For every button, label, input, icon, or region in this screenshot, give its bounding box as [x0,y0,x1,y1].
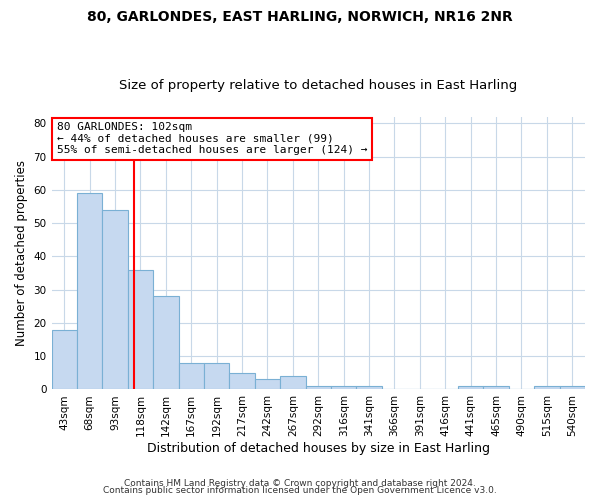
Bar [560,386,585,390]
Text: 80 GARLONDES: 102sqm
← 44% of detached houses are smaller (99)
55% of semi-detac: 80 GARLONDES: 102sqm ← 44% of detached h… [57,122,367,156]
Bar [280,376,305,390]
Bar [458,386,484,390]
Title: Size of property relative to detached houses in East Harling: Size of property relative to detached ho… [119,79,517,92]
Text: Contains public sector information licensed under the Open Government Licence v3: Contains public sector information licen… [103,486,497,495]
Bar [179,363,204,390]
Bar [128,270,153,390]
Bar [52,330,77,390]
Bar [153,296,179,390]
Bar [77,194,103,390]
Bar [305,386,331,390]
Bar [331,386,356,390]
Bar [356,386,382,390]
Bar [255,380,280,390]
Y-axis label: Number of detached properties: Number of detached properties [15,160,28,346]
Bar [229,373,255,390]
Bar [484,386,509,390]
X-axis label: Distribution of detached houses by size in East Harling: Distribution of detached houses by size … [147,442,490,455]
Bar [103,210,128,390]
Bar [534,386,560,390]
Bar [204,363,229,390]
Text: Contains HM Land Registry data © Crown copyright and database right 2024.: Contains HM Land Registry data © Crown c… [124,478,476,488]
Text: 80, GARLONDES, EAST HARLING, NORWICH, NR16 2NR: 80, GARLONDES, EAST HARLING, NORWICH, NR… [87,10,513,24]
